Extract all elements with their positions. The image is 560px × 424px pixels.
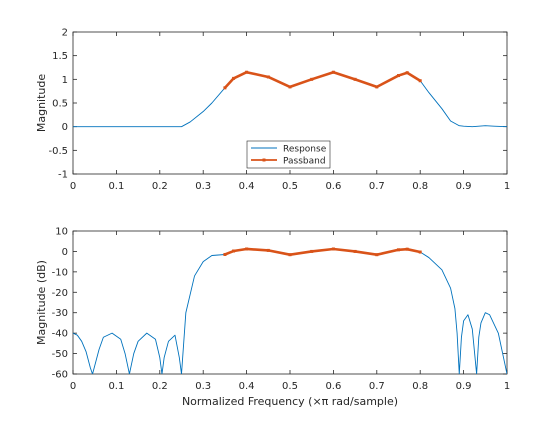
passband-marker: [223, 86, 227, 90]
passband-marker: [245, 247, 249, 251]
y-tick-label: 2: [62, 28, 68, 39]
legend-label: Passband: [283, 157, 326, 167]
x-tick-label: 0.7: [369, 181, 385, 192]
passband-marker: [266, 75, 270, 79]
passband-marker: [353, 249, 357, 253]
x-tick-label: 0.5: [282, 381, 298, 392]
x-tick-label: 0.6: [325, 381, 341, 392]
passband-marker: [331, 247, 335, 251]
y-tick-label: -10: [52, 267, 68, 278]
passband-marker: [397, 74, 400, 78]
legend-marker-passband: [262, 158, 266, 162]
x-tick-label: 0: [70, 381, 76, 392]
x-tick-label: 0.4: [239, 181, 255, 192]
y-tick-label: -40: [52, 329, 68, 340]
y-tick-label: 0: [62, 122, 68, 133]
x-tick-label: 0.2: [152, 181, 168, 192]
y-tick-label: -30: [52, 308, 68, 319]
passband-marker: [405, 247, 409, 251]
x-tick-label: 0.6: [325, 181, 341, 192]
x-tick-label: 0.3: [195, 381, 211, 392]
axes-2: 0 0.1 0.2 0.3 0.4 0.5 0.6 0.7 0.8 0.9 1 10 0 -10 -20 -3…: [35, 227, 510, 409]
x-axis-label: Normalized Frequency (×π rad/sample): [182, 395, 398, 408]
x-tick-label: 0.2: [152, 381, 168, 392]
passband-marker: [375, 253, 379, 257]
passband-marker: [232, 249, 236, 253]
y-tick-label: 1: [62, 75, 68, 86]
y-tick-label: -0.5: [48, 146, 68, 157]
x-tick-label: 0.1: [108, 381, 124, 392]
x-tick-label: 0.5: [282, 181, 298, 192]
passband-marker: [310, 249, 314, 253]
axes-1: 0 0.1 0.2 0.3 0.4 0.5 0.6 0.7 0.8 0.9 1 -1 -0.5 0 0.5 1…: [35, 28, 510, 193]
y-tick-label: 1.5: [52, 51, 68, 62]
y-axis-label: Magnitude (dB): [35, 260, 48, 345]
x-tick-label: 1: [504, 381, 510, 392]
x-tick-label: 0.1: [108, 181, 124, 192]
x-tick-label: 0.7: [369, 381, 385, 392]
x-tick-label: 0.8: [412, 381, 428, 392]
passband-marker: [331, 70, 335, 74]
passband-marker: [223, 252, 227, 256]
y-tick-label: -60: [52, 370, 68, 381]
legend: Response Passband: [246, 140, 331, 169]
x-tick-label: 0.9: [456, 381, 472, 392]
passband-marker: [418, 79, 422, 83]
passband-marker: [288, 253, 292, 257]
passband-marker: [288, 85, 292, 89]
y-tick-label: -20: [52, 288, 68, 299]
x-tick-label: 0.4: [239, 381, 255, 392]
x-tick-label: 0: [70, 181, 76, 192]
legend-box: [246, 140, 331, 169]
passband-marker: [418, 250, 422, 254]
passband-marker: [232, 76, 236, 80]
passband-marker: [397, 248, 400, 252]
x-tick-label: 0.3: [195, 181, 211, 192]
y-tick-label: -1: [58, 170, 68, 181]
passband-marker: [245, 70, 249, 74]
legend-label: Response: [283, 145, 327, 155]
y-axis-label: Magnitude: [35, 74, 48, 133]
y-tick-label: -50: [52, 349, 68, 360]
passband-marker: [375, 85, 379, 89]
y-tick-label: 10: [55, 227, 68, 238]
passband-marker: [310, 77, 314, 81]
x-tick-label: 0.9: [456, 181, 472, 192]
x-tick-label: 1: [504, 181, 510, 192]
x-tick-label: 0.8: [412, 181, 428, 192]
y-tick-label: 0.5: [52, 99, 68, 110]
axes-box: [72, 230, 508, 375]
y-tick-label: 0: [62, 247, 68, 258]
passband-marker: [405, 71, 409, 75]
passband-marker: [266, 248, 270, 252]
passband-marker: [353, 77, 357, 81]
